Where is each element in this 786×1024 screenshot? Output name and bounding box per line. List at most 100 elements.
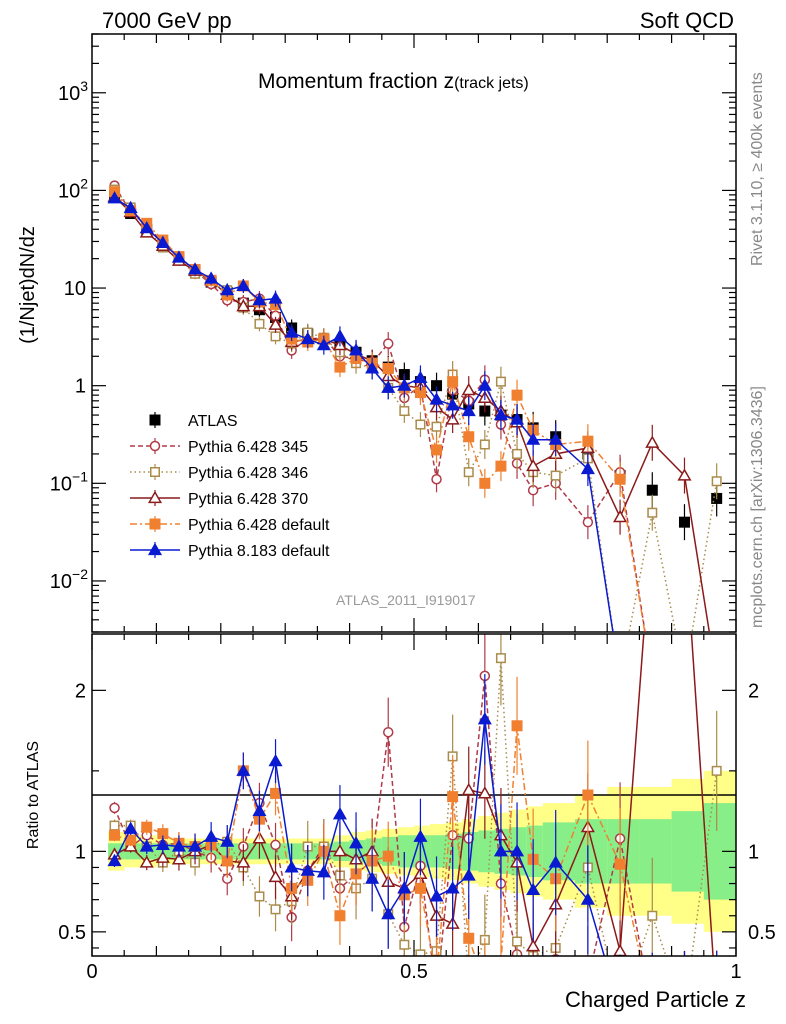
- band-inner-bin: [430, 835, 447, 868]
- data-point: [413, 370, 428, 384]
- ratio-data-point: [316, 865, 331, 878]
- ratio-data-point: [429, 889, 444, 902]
- ratio-data-point: [580, 892, 595, 905]
- data-point: [646, 484, 658, 496]
- ratio-data-point: [300, 863, 315, 876]
- ratio-plot-series: [107, 634, 722, 982]
- data-point: [614, 473, 626, 485]
- data-point: [495, 460, 507, 472]
- ratio-data-point: [614, 858, 626, 870]
- data-point: [399, 406, 410, 417]
- tick-label-exponent: −1: [72, 468, 88, 484]
- data-point: [139, 220, 154, 234]
- data-point: [236, 278, 251, 292]
- data-point: [123, 200, 138, 214]
- ratio-y-tick-label-left: 2: [75, 680, 86, 702]
- data-point: [447, 376, 459, 388]
- ratio-data-point: [123, 821, 138, 834]
- data-point: [431, 444, 443, 456]
- tick-label-base: 10: [58, 83, 80, 105]
- main-plot-series: [107, 180, 723, 632]
- header-category-label: Soft QCD: [640, 8, 734, 33]
- ratio-data-point: [495, 653, 506, 664]
- ratio-y-tick-label-left: 0.5: [58, 922, 86, 944]
- ratio-data-point: [432, 972, 442, 982]
- data-point: [348, 343, 364, 356]
- data-point: [677, 468, 692, 481]
- ratio-data-point: [526, 939, 541, 952]
- data-point: [220, 282, 235, 296]
- ratio-data-point: [204, 829, 219, 842]
- legend-label: Pythia 6.428 345: [188, 439, 308, 456]
- tick-label-exponent: 2: [80, 175, 88, 191]
- data-point: [171, 250, 186, 263]
- ratio-data-point: [526, 882, 541, 896]
- x-tick-label: 1: [730, 961, 741, 983]
- x-axis-label: Charged Particle z: [565, 987, 746, 1012]
- data-point: [526, 432, 541, 445]
- legend-marker: [147, 542, 163, 556]
- data-point: [645, 435, 660, 448]
- band-inner-bin: [253, 843, 270, 860]
- ratio-data-point: [461, 868, 476, 881]
- ratio-y-axis-label: Ratio to ATLAS: [25, 741, 42, 849]
- legend-marker: [147, 490, 163, 504]
- data-point: [711, 476, 722, 487]
- data-point: [511, 389, 523, 401]
- legend-label: Pythia 6.428 370: [188, 491, 308, 508]
- ratio-data-point: [512, 936, 523, 947]
- data-point: [284, 325, 299, 338]
- data-point: [431, 474, 442, 485]
- data-point: [187, 262, 203, 275]
- ratio-data-point: [187, 839, 203, 852]
- data-point: [300, 331, 315, 345]
- ratio-data-point: [413, 829, 428, 842]
- legend-entry-pythia-8-183-default: Pythia 8.183 default: [130, 542, 330, 560]
- ratio-data-point: [477, 712, 492, 725]
- ratio-data-point: [155, 837, 170, 850]
- legend-label: Pythia 6.428 default: [188, 517, 330, 534]
- data-point: [268, 291, 283, 304]
- ratio-data-point: [171, 852, 186, 865]
- ratio-data-point: [382, 850, 394, 862]
- x-tick-label: 0.5: [400, 961, 428, 983]
- data-point: [254, 318, 265, 329]
- ratio-data-point: [382, 726, 394, 738]
- header-energy-label: 7000 GeV pp: [102, 8, 232, 33]
- legend-label: ATLAS: [188, 413, 238, 430]
- data-point: [463, 431, 475, 443]
- ratio-series-pythia-8-183-default: [107, 673, 718, 956]
- ratio-data-point: [268, 753, 283, 767]
- data-point: [493, 407, 508, 421]
- legend: ATLAS Pythia 6.428 345 Pythia 6.428 346 Pyt…: [130, 412, 330, 560]
- data-point: [461, 403, 476, 417]
- ratio-data-point: [125, 834, 137, 846]
- ratio-data-point: [463, 932, 475, 944]
- data-point: [316, 337, 331, 351]
- legend-marker: [150, 467, 160, 477]
- ratio-data-point: [399, 939, 410, 950]
- data-point: [382, 338, 394, 349]
- data-point: [582, 516, 594, 528]
- ratio-data-point: [511, 720, 523, 732]
- data-point: [381, 380, 396, 393]
- data-point: [236, 299, 251, 312]
- data-point: [204, 271, 219, 284]
- data-point: [252, 292, 267, 306]
- ratio-y-tick-label-right: 2: [748, 680, 759, 702]
- legend-entry-atlas: ATLAS: [149, 412, 238, 430]
- data-point: [445, 398, 460, 411]
- legend-label: Pythia 8.183 default: [188, 543, 330, 560]
- legend-entry-pythia-6-428-345: Pythia 6.428 345: [130, 438, 308, 456]
- legend-marker: [149, 440, 161, 452]
- ratio-y-tick-label-left: 1: [75, 841, 86, 863]
- ratio-plot-panel: 0.5 0.51 12 20 0.5 1 Ratio to ATLAS Charged P…: [25, 633, 776, 1012]
- ratio-data-point: [109, 820, 120, 831]
- ratio-data-point: [109, 802, 120, 814]
- tick-label-exponent: 3: [80, 78, 88, 94]
- ratio-data-point: [493, 844, 508, 857]
- ratio-data-point: [141, 821, 153, 833]
- ratio-y-tick-label-right: 0.5: [748, 922, 776, 944]
